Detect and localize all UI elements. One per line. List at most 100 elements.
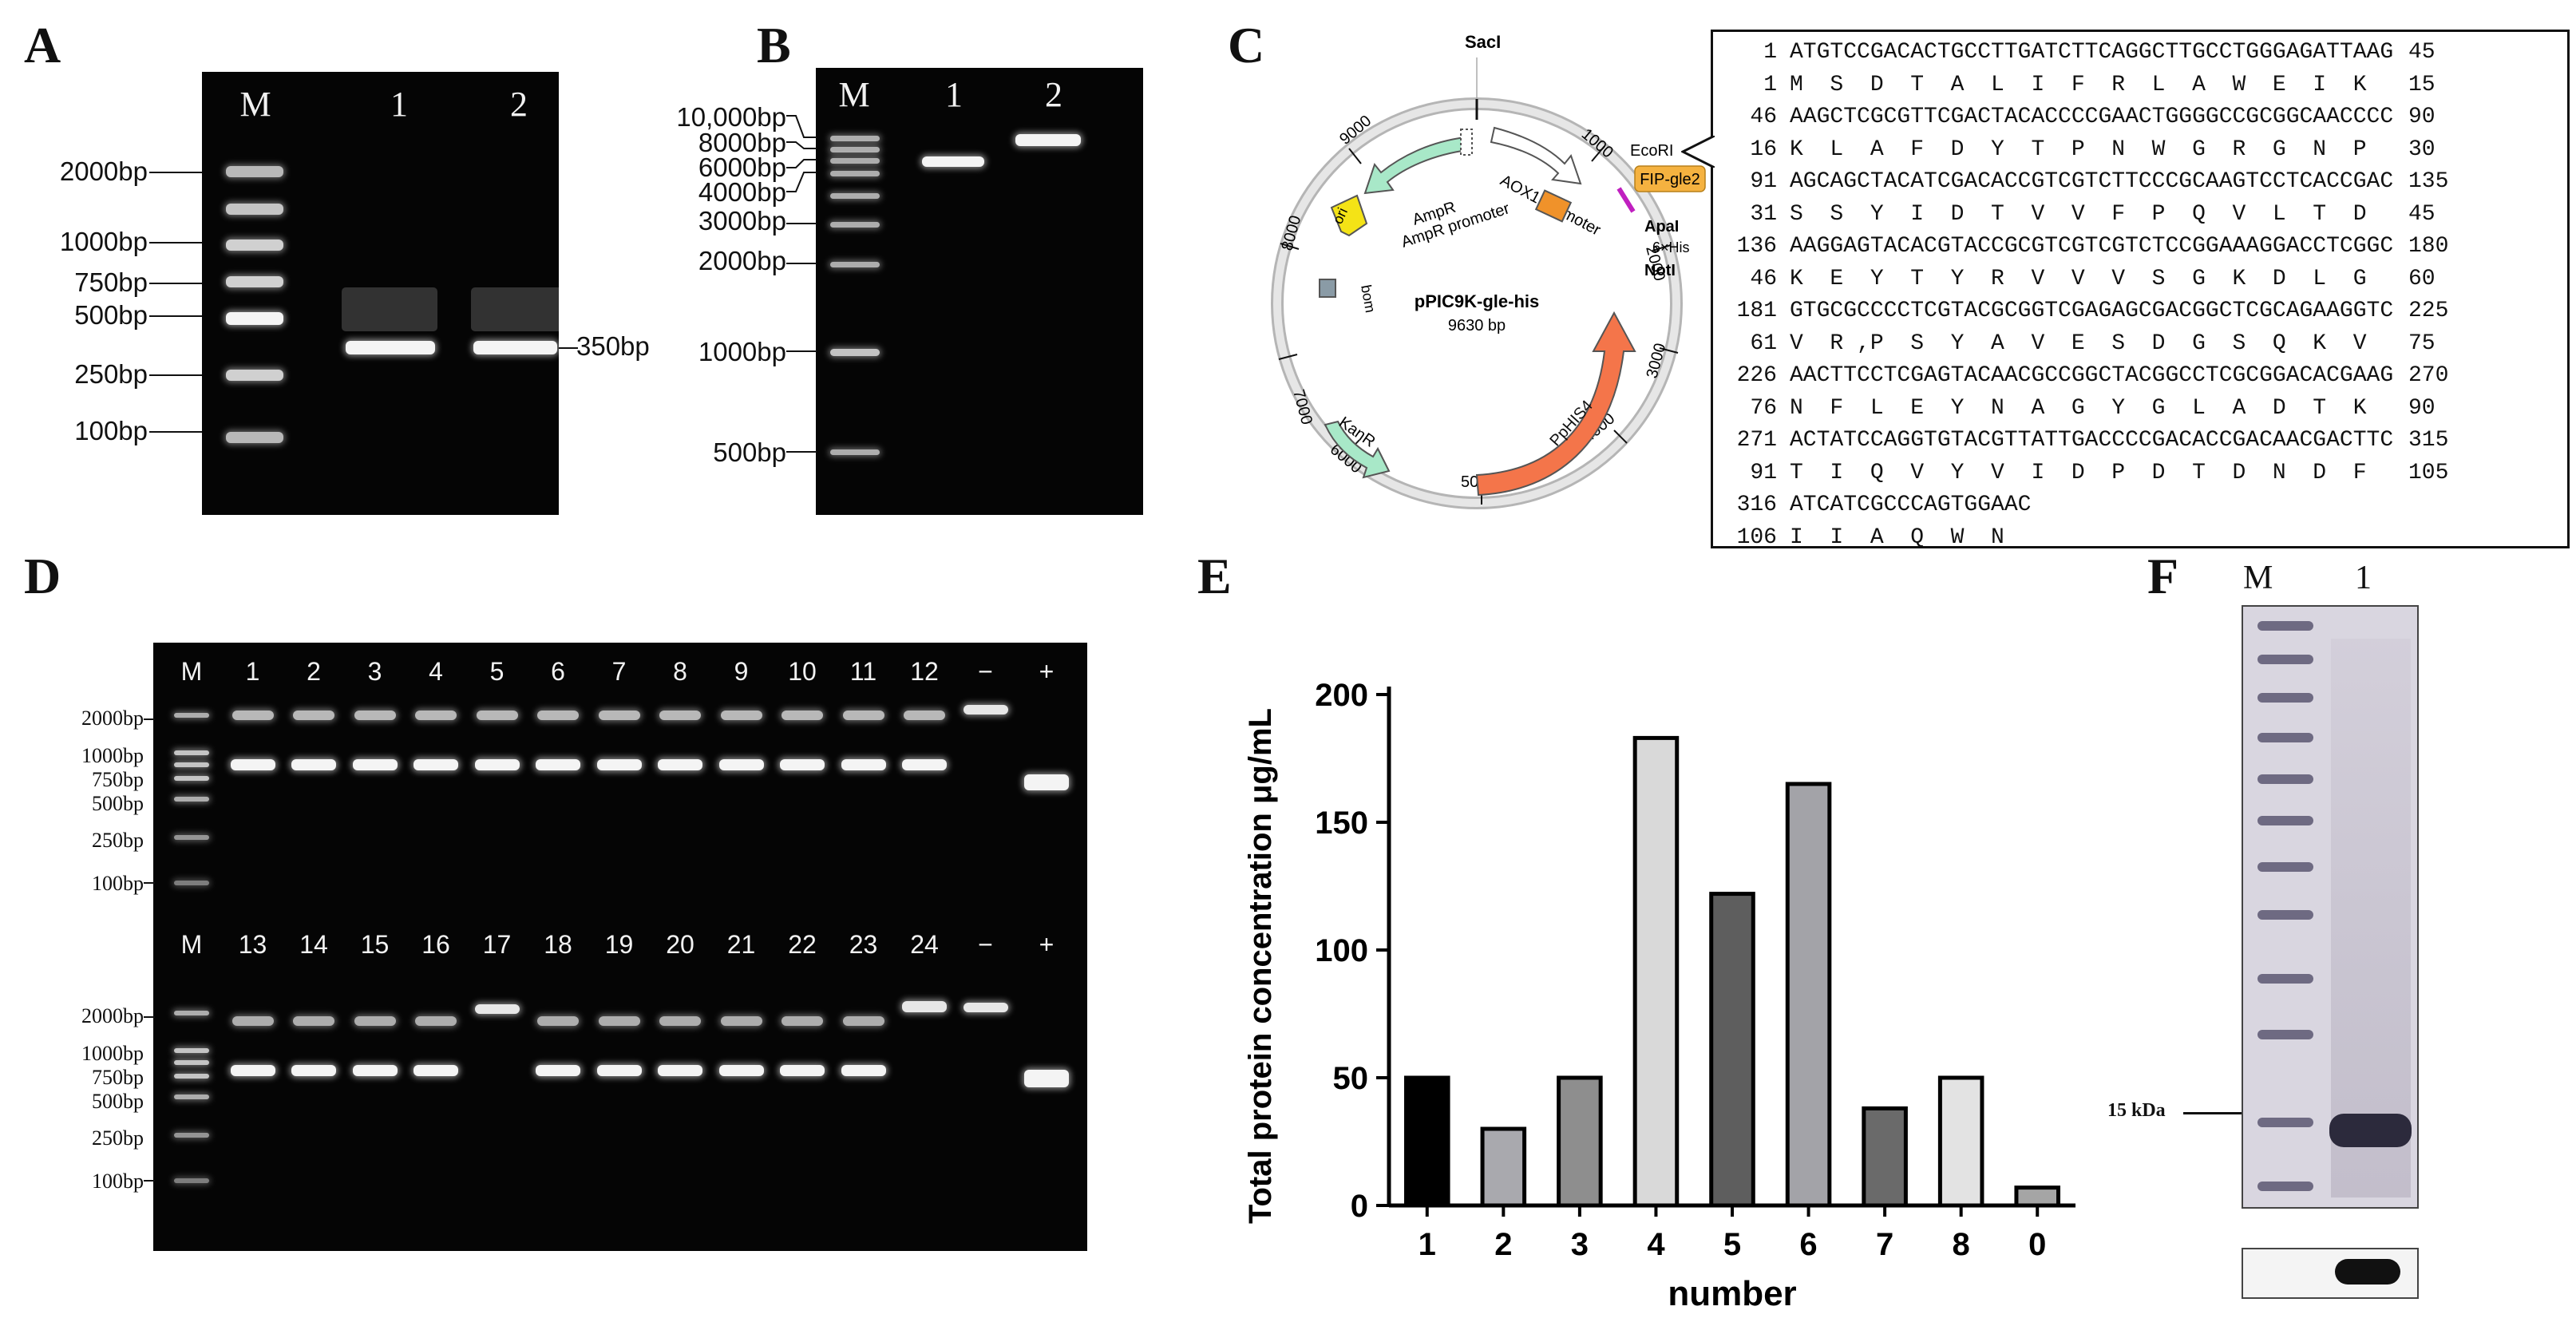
sequence-text: ACTATCCAGGTGTACGTTATTGACCCCGACACCGACAACG… <box>1790 428 2394 453</box>
marker-band <box>2257 693 2313 703</box>
x-tick-label: 3 <box>1571 1227 1589 1262</box>
lane-label: 3 <box>367 657 382 686</box>
panel-label-d: D <box>24 548 61 604</box>
sample-band <box>474 1004 520 1014</box>
ladder-label: 250bp <box>92 1126 144 1150</box>
x-tick-label: 7 <box>1876 1227 1893 1262</box>
gel-image <box>153 643 1087 1251</box>
control-band <box>963 1003 1008 1012</box>
bar-chart: 0 50 100 150 200 1 2 3 4 5 6 7 8 0 number Total protein… <box>1243 678 2075 1313</box>
control-band <box>1024 774 1069 790</box>
ladder-band <box>226 432 283 443</box>
sample-band <box>354 1016 396 1026</box>
sample-band <box>230 759 275 770</box>
lane-label: 17 <box>482 930 512 959</box>
sequence-end-number: 75 <box>2408 331 2436 356</box>
control-band <box>1024 1070 1069 1087</box>
ladder-band <box>174 797 209 802</box>
protein-band <box>2329 1114 2412 1147</box>
nucleotide-line: 46 AAGCTCGCGTTCGACTACACCCCGAACTGGGGCCGCGG… <box>1719 101 2558 134</box>
ladder-label: 1000bp <box>81 1042 144 1065</box>
sample-band <box>598 1016 640 1026</box>
sequence-text: AGCAGCTACATCGACACCGTCGTCTTCCCGCAAGTCCTCA… <box>1790 169 2394 194</box>
sample-band <box>415 1016 457 1026</box>
sample-band <box>659 1016 701 1026</box>
ladder-label: 250bp <box>92 829 144 852</box>
sample-band <box>922 156 984 167</box>
marker-band <box>2257 1030 2313 1039</box>
sample-band <box>842 711 884 720</box>
marker-band <box>2257 655 2313 664</box>
lane-label: 19 <box>604 930 634 959</box>
aox1-arrow <box>1490 126 1582 185</box>
ladder-band <box>174 1074 209 1079</box>
sample-band <box>414 759 458 770</box>
sequence-text: V R ,P S Y A V E S D G S Q K V <box>1790 331 2367 356</box>
sequence-start-number: 136 <box>1736 234 1777 259</box>
marker-band <box>2257 621 2313 631</box>
ladder-label: 750bp <box>74 267 148 297</box>
lane-label: 20 <box>666 930 694 959</box>
ladder-label: 100bp <box>92 1170 144 1193</box>
amino-acid-line: 61 V R ,P S Y A V E S D G S Q K V 75 <box>1719 328 2558 361</box>
ladder-label: 4000bp <box>698 177 786 207</box>
gel-image <box>816 68 1143 515</box>
nucleotide-line: 91 AGCAGCTACATCGACACCGTCGTCTTCCCGCAAGTCCT… <box>1719 166 2558 199</box>
lane-label: 8 <box>673 657 687 686</box>
lane-label: + <box>1039 657 1055 686</box>
ori-arrow <box>1330 194 1368 237</box>
marker-band <box>2257 862 2313 872</box>
apai-label: ApaI <box>1644 218 1679 236</box>
sample-band <box>780 1065 825 1076</box>
nucleotide-line: 226 AACTTCCTCGAGTACAACGCCGGCTACGGCCTCGCGG… <box>1719 360 2558 393</box>
sequence-end-number: 45 <box>2408 201 2436 227</box>
ladder-band <box>174 1178 209 1183</box>
ladder-band <box>174 835 209 840</box>
amino-acid-line: 31 S S Y I D T V V F P Q V L T D 45 <box>1719 199 2558 232</box>
plasmid-name: pPIC9K-gle-his <box>1415 291 1539 311</box>
ladder-label: 1000bp <box>81 744 144 767</box>
sequence-text: I I A Q W N <box>1790 524 2004 550</box>
amino-acid-line: 1 M S D T A L I F R L A W E I K 15 <box>1719 69 2558 102</box>
ladder-label: 500bp <box>92 1090 144 1113</box>
ladder-tick <box>149 431 202 433</box>
sample-band <box>352 1065 398 1076</box>
y-tick-label: 100 <box>1315 933 1368 968</box>
sequence-text: ATCATCGCCCAGTGGAAC <box>1790 493 2032 517</box>
sample-band <box>414 1065 458 1076</box>
pphis4-arrow <box>1475 311 1636 497</box>
lane-label: 16 <box>421 930 450 959</box>
panel-label-e: E <box>1197 548 1232 604</box>
sample-band <box>537 1016 579 1026</box>
sequence-text: M S D T A L I F R L A W E I K <box>1790 72 2367 97</box>
nucleotide-line: 271 ACTATCCAGGTGTACGTTATTGACCCCGACACCGACA… <box>1719 425 2558 457</box>
ladder-label: 2000bp <box>81 1004 144 1027</box>
sequence-start-number: 1 <box>1763 72 1777 97</box>
ladder-tick <box>144 1180 155 1182</box>
sequence-text: AACTTCCTCGAGTACAACGCCGGCTACGGCCTCGCGGACA… <box>1790 363 2394 388</box>
sequence-text: S S Y I D T V V F P Q V L T D <box>1790 201 2367 227</box>
amino-acid-line: 16 K L A F D Y T P N W G R G N P 30 <box>1719 134 2558 167</box>
ladder-band <box>830 449 880 455</box>
noti-label: NotI <box>1644 262 1676 279</box>
ampr-arrow <box>1363 136 1469 195</box>
ladder-label: 2000bp <box>698 246 786 275</box>
x-tick-label: 4 <box>1647 1227 1665 1262</box>
sequence-end-number: 135 <box>2408 169 2449 194</box>
ladder-label: 2000bp <box>59 156 148 186</box>
bar <box>1862 1106 1908 1208</box>
ladder-band <box>226 239 283 251</box>
sequence-start-number: 61 <box>1750 331 1777 356</box>
lane-label: M <box>180 657 203 686</box>
lane-label: 15 <box>360 930 390 959</box>
ladder-label: 500bp <box>74 300 148 330</box>
sample-band <box>291 759 336 770</box>
sequence-start-number: 76 <box>1750 395 1777 421</box>
sample-band <box>354 711 396 720</box>
ladder-label: 1000bp <box>59 227 148 256</box>
sequence-start-number: 31 <box>1750 201 1777 227</box>
lane-label: 11 <box>849 657 877 686</box>
sequence-end-number: 15 <box>2408 72 2436 97</box>
lane-label: 18 <box>544 930 572 959</box>
ladder-band <box>174 881 209 885</box>
